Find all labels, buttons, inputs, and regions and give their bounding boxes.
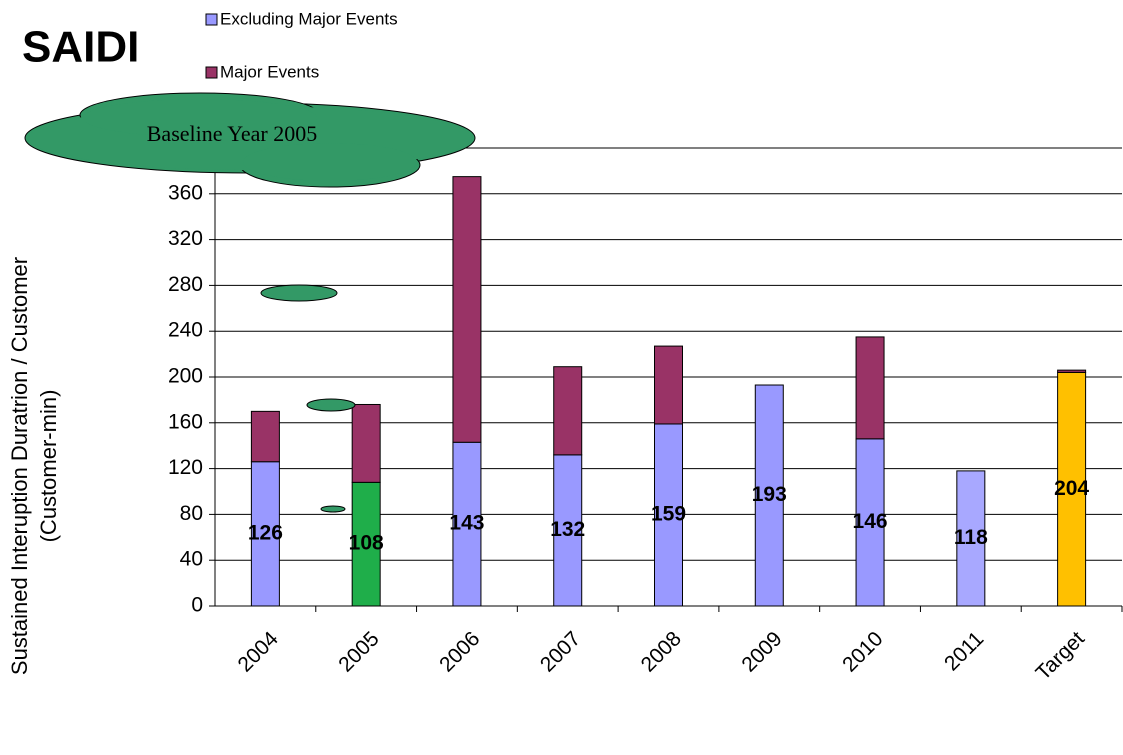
y-tick-label: 320 <box>168 227 203 250</box>
bar-segment <box>855 336 885 440</box>
bar-segment <box>754 384 784 607</box>
data-label: 204 <box>1054 477 1089 500</box>
bar-segment <box>855 438 885 607</box>
legend-swatch <box>205 13 218 26</box>
x-tick-label: 2005 <box>334 627 383 676</box>
bar-segment <box>452 176 482 443</box>
bar-segment <box>250 410 280 463</box>
bar-segment <box>553 454 583 607</box>
y-tick-label: 200 <box>168 365 203 388</box>
y-tick-label: 0 <box>191 594 203 617</box>
x-tick-label: 2011 <box>940 627 988 675</box>
callout-text: Baseline Year 2005 <box>147 121 317 146</box>
callout-bubble <box>306 398 356 412</box>
bar-segment <box>1057 371 1087 607</box>
data-label: 159 <box>651 503 686 526</box>
bar-segment <box>1057 369 1087 373</box>
x-tick-label: 2008 <box>637 627 686 676</box>
x-tick-label: 2010 <box>838 627 887 676</box>
plot-area: 0 40 80 120 160 200 240 280 320 360 2004 2005 2006 20… <box>168 147 1123 685</box>
y-tick-label: 120 <box>168 456 203 479</box>
x-tick-label: 2007 <box>536 627 585 676</box>
callout-cloud <box>83 99 317 137</box>
bar-segment <box>351 481 381 607</box>
callout-bubble <box>320 505 346 513</box>
legend-label: Excluding Major Events <box>220 9 398 28</box>
y-tick-label: 80 <box>180 502 203 525</box>
bar-segment <box>250 461 280 607</box>
x-tick-label: 2004 <box>234 627 284 677</box>
bar-segment <box>956 470 986 607</box>
callout: Baseline Year 2005 <box>24 92 476 513</box>
y-tick-label: 160 <box>168 410 203 433</box>
callout-cloud <box>243 143 417 181</box>
y-tick-label: 40 <box>180 548 203 571</box>
y-tick-label: 280 <box>168 273 203 296</box>
data-label: 108 <box>349 532 384 555</box>
chart-title: SAIDI <box>22 23 139 72</box>
data-label: 143 <box>449 512 484 535</box>
x-tick-label: 2006 <box>435 627 484 676</box>
y-tick-label: 240 <box>168 319 203 342</box>
y-axis-title: Sustained Interuption Duratrion / Custom… <box>7 257 61 675</box>
data-label: 132 <box>550 518 585 541</box>
x-tick-label: Target <box>1032 627 1090 685</box>
data-label: 126 <box>248 521 283 544</box>
y-axis-title-line: (Customer-min) <box>36 390 61 543</box>
data-label: 146 <box>853 510 888 533</box>
x-tick-label: 2009 <box>737 627 786 676</box>
y-tick-label: 360 <box>168 181 203 204</box>
y-axis-title-line: Sustained Interuption Duratrion / Custom… <box>7 257 32 675</box>
legend-swatch <box>205 66 218 79</box>
bar-segment <box>452 441 482 607</box>
data-label: 118 <box>954 526 988 549</box>
callout-bubble <box>260 284 338 302</box>
bar-segment <box>654 345 683 425</box>
data-label: 193 <box>752 483 787 506</box>
legend-label: Major Events <box>220 62 319 81</box>
bar-segment <box>351 403 381 483</box>
bar-segment <box>553 366 583 456</box>
